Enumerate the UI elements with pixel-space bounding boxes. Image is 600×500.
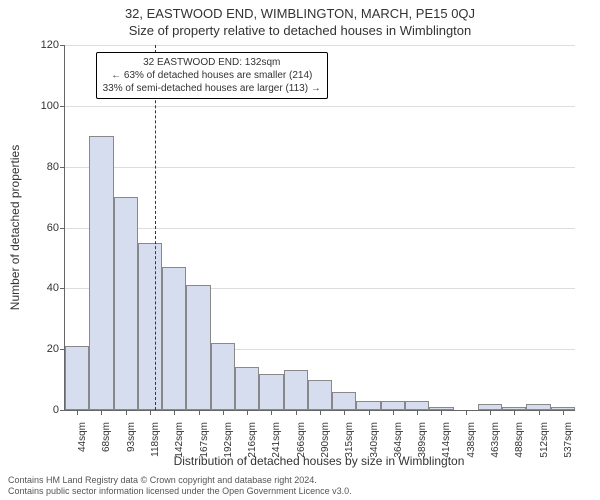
x-tick-label: 44sqm — [77, 422, 88, 452]
histogram-bar — [259, 374, 283, 411]
histogram-bar — [308, 380, 332, 410]
chart-title: Size of property relative to detached ho… — [0, 23, 600, 38]
x-tick-mark — [174, 410, 175, 415]
x-tick-mark — [490, 410, 491, 415]
x-tick-mark — [393, 410, 394, 415]
x-tick-label: 389sqm — [417, 422, 428, 458]
x-tick-label: 167sqm — [199, 422, 210, 458]
histogram-bar — [138, 243, 162, 410]
y-tick-mark — [60, 45, 65, 46]
x-tick-mark — [296, 410, 297, 415]
y-tick-label: 80 — [47, 161, 59, 173]
x-tick-label: 315sqm — [344, 422, 355, 458]
x-tick-label: 142sqm — [174, 422, 185, 458]
x-tick-label: 266sqm — [296, 422, 307, 458]
x-tick-label: 216sqm — [247, 422, 258, 458]
y-tick-mark — [60, 410, 65, 411]
x-tick-label: 241sqm — [271, 422, 282, 458]
histogram-bar — [89, 136, 113, 410]
x-tick-mark — [126, 410, 127, 415]
x-tick-mark — [247, 410, 248, 415]
histogram-bar — [65, 346, 89, 410]
footer: Contains HM Land Registry data © Crown c… — [8, 475, 592, 498]
x-tick-mark — [369, 410, 370, 415]
histogram-bar — [211, 343, 235, 410]
x-tick-mark — [514, 410, 515, 415]
y-gridline — [65, 167, 575, 168]
annotation-line-2: ← 63% of detached houses are smaller (21… — [103, 69, 321, 82]
histogram-bar — [332, 392, 356, 410]
footer-line-1: Contains HM Land Registry data © Crown c… — [8, 475, 592, 486]
footer-line-2: Contains public sector information licen… — [8, 486, 592, 497]
y-tick-label: 60 — [47, 222, 59, 234]
histogram-bar — [284, 370, 308, 410]
x-tick-mark — [150, 410, 151, 415]
x-tick-label: 463sqm — [490, 422, 501, 458]
x-tick-mark — [77, 410, 78, 415]
x-tick-label: 488sqm — [514, 422, 525, 458]
x-tick-label: 438sqm — [466, 422, 477, 458]
y-gridline — [65, 228, 575, 229]
chart-supertitle: 32, EASTWOOD END, WIMBLINGTON, MARCH, PE… — [0, 6, 600, 21]
x-tick-mark — [223, 410, 224, 415]
y-tick-label: 40 — [47, 282, 59, 294]
histogram-bar — [405, 401, 429, 410]
x-tick-mark — [320, 410, 321, 415]
plot-area: 02040608010012044sqm68sqm93sqm118sqm142s… — [64, 45, 575, 411]
x-axis-label: Distribution of detached houses by size … — [64, 454, 574, 468]
x-tick-label: 340sqm — [369, 422, 380, 458]
y-tick-label: 0 — [53, 404, 59, 416]
x-tick-mark — [441, 410, 442, 415]
property-annotation: 32 EASTWOOD END: 132sqm ← 63% of detache… — [96, 52, 328, 99]
histogram-bar — [186, 285, 210, 410]
x-tick-mark — [344, 410, 345, 415]
x-tick-mark — [539, 410, 540, 415]
x-tick-label: 512sqm — [539, 422, 550, 458]
y-tick-mark — [60, 288, 65, 289]
x-tick-mark — [271, 410, 272, 415]
y-tick-label: 100 — [41, 100, 59, 112]
histogram-bar — [381, 401, 405, 410]
x-tick-mark — [466, 410, 467, 415]
x-tick-label: 118sqm — [150, 422, 161, 457]
x-tick-label: 93sqm — [126, 422, 137, 452]
y-gridline — [65, 106, 575, 107]
x-tick-mark — [563, 410, 564, 415]
property-line — [155, 45, 156, 410]
x-tick-label: 414sqm — [441, 422, 452, 458]
annotation-line-1: 32 EASTWOOD END: 132sqm — [103, 56, 321, 69]
y-tick-mark — [60, 106, 65, 107]
y-tick-mark — [60, 167, 65, 168]
x-tick-label: 68sqm — [101, 422, 112, 452]
x-tick-label: 192sqm — [223, 422, 234, 458]
histogram-bar — [162, 267, 186, 410]
x-tick-mark — [417, 410, 418, 415]
histogram-bar — [235, 367, 259, 410]
histogram-bar — [114, 197, 138, 410]
x-tick-mark — [199, 410, 200, 415]
y-axis-label: Number of detached properties — [8, 45, 22, 410]
y-tick-mark — [60, 228, 65, 229]
x-tick-mark — [101, 410, 102, 415]
histogram-bar — [356, 401, 380, 410]
x-tick-label: 290sqm — [320, 422, 331, 458]
x-tick-label: 537sqm — [563, 422, 574, 458]
annotation-line-3: 33% of semi-detached houses are larger (… — [103, 82, 321, 95]
y-gridline — [65, 45, 575, 46]
x-tick-label: 364sqm — [393, 422, 404, 458]
y-tick-label: 120 — [41, 39, 59, 51]
y-tick-label: 20 — [47, 343, 59, 355]
